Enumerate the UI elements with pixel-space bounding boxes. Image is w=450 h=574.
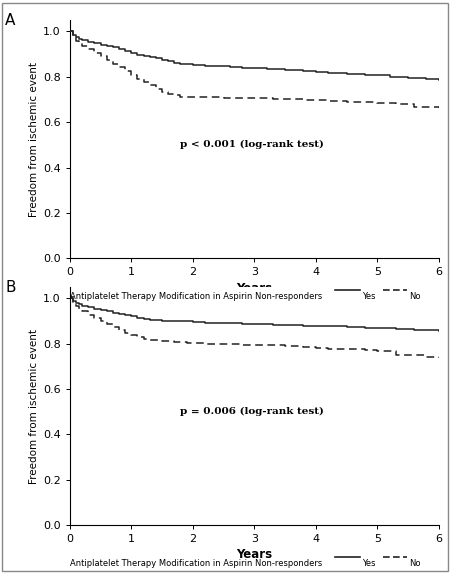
X-axis label: Years: Years xyxy=(236,548,272,561)
Y-axis label: Freedom from ischemic event: Freedom from ischemic event xyxy=(29,328,39,483)
Text: B: B xyxy=(5,280,16,295)
Y-axis label: Freedom from ischemic event: Freedom from ischemic event xyxy=(29,62,39,217)
Text: No: No xyxy=(410,292,421,301)
Text: Yes: Yes xyxy=(362,292,376,301)
Text: p < 0.001 (log-rank test): p < 0.001 (log-rank test) xyxy=(180,140,324,149)
Text: Yes: Yes xyxy=(362,559,376,568)
Text: Antiplatelet Therapy Modification in Aspirin Non-responders: Antiplatelet Therapy Modification in Asp… xyxy=(70,559,322,568)
X-axis label: Years: Years xyxy=(236,282,272,294)
Text: Antiplatelet Therapy Modification in Aspirin Non-responders: Antiplatelet Therapy Modification in Asp… xyxy=(70,292,322,301)
Text: p = 0.006 (log-rank test): p = 0.006 (log-rank test) xyxy=(180,407,324,416)
Text: No: No xyxy=(410,559,421,568)
Text: A: A xyxy=(5,13,16,28)
